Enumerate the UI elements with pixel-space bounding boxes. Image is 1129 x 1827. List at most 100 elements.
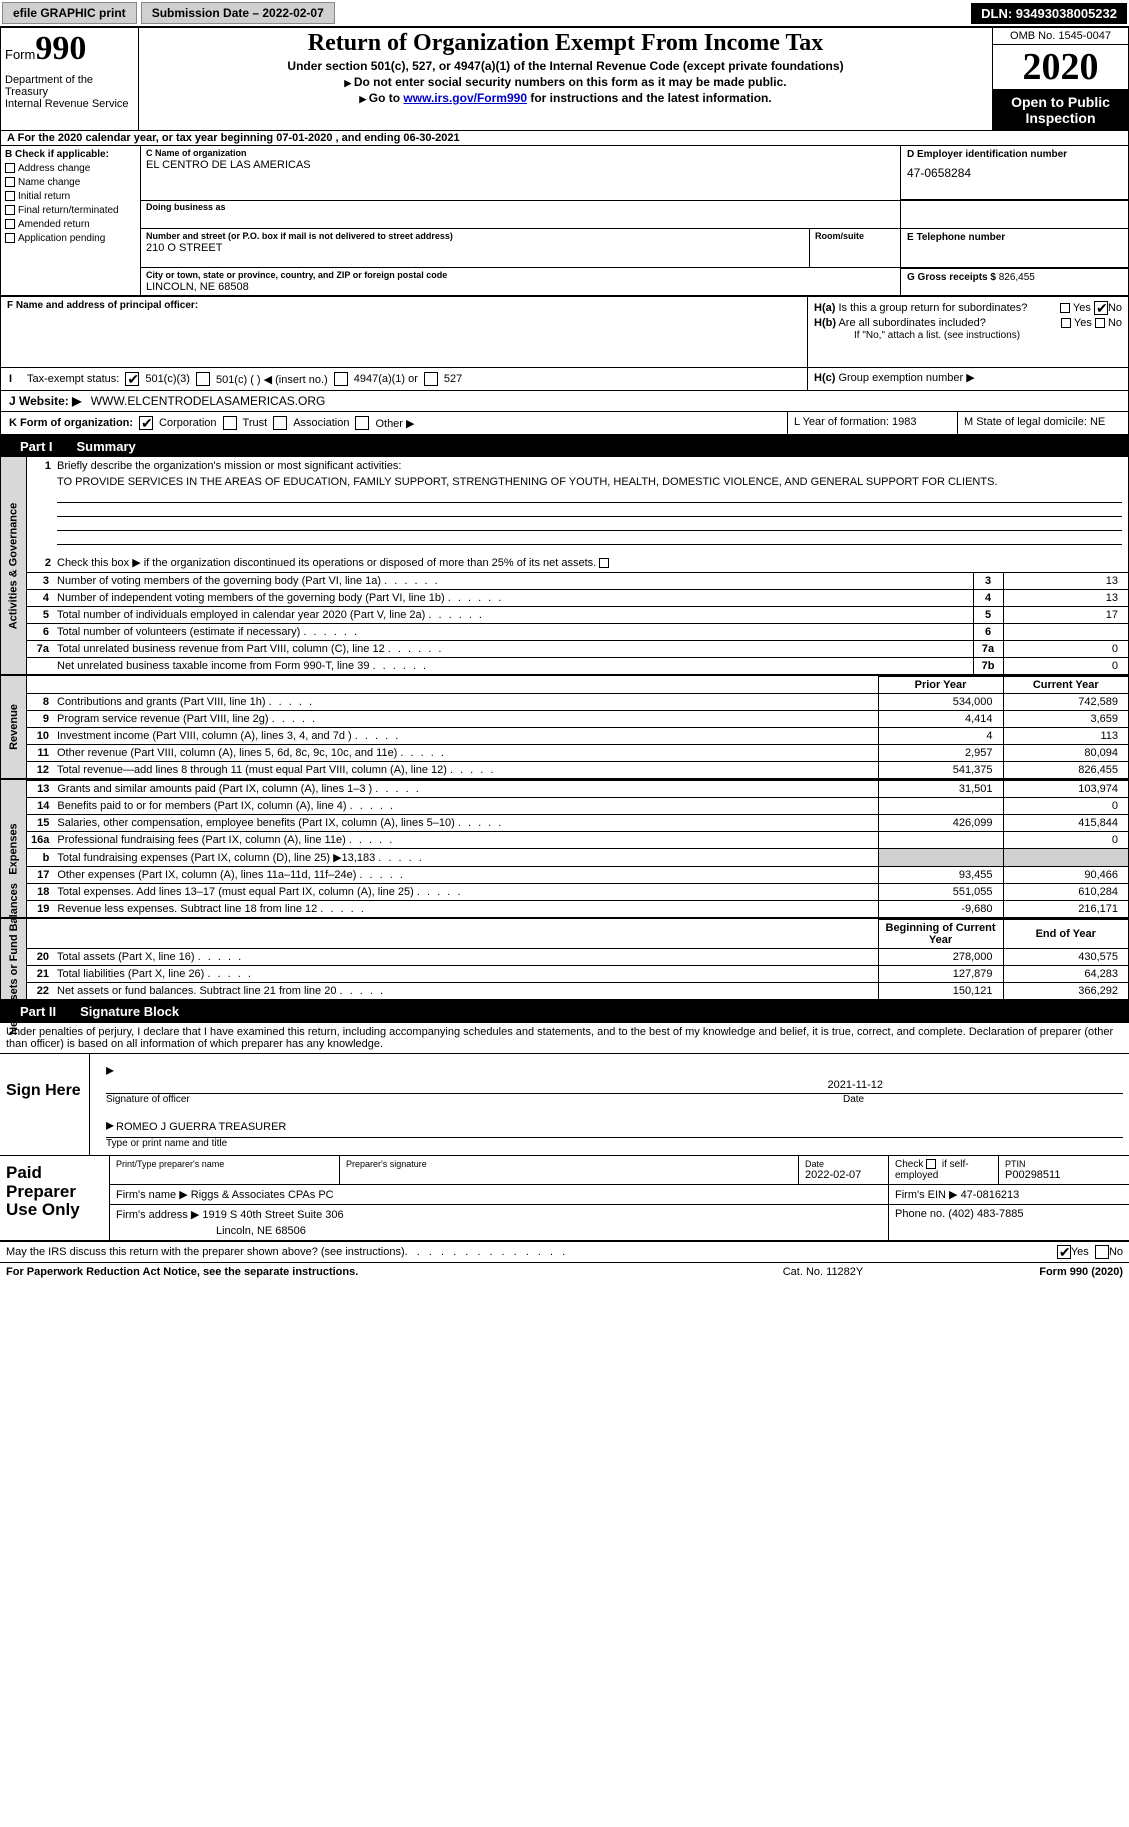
row-text: Net unrelated business taxable income fr… (53, 658, 973, 675)
chk-other[interactable] (355, 416, 369, 430)
chk-pending[interactable] (5, 233, 15, 243)
row-num: 10 (27, 728, 53, 745)
prior-val: 2,957 (878, 745, 1003, 762)
gross-receipts: 826,455 (999, 272, 1035, 283)
curr-val: 0 (1003, 798, 1128, 815)
ptin-lbl: PTIN (1005, 1159, 1123, 1169)
row-num: 8 (27, 694, 53, 711)
b-name: Name change (18, 177, 80, 188)
ha-no[interactable] (1094, 301, 1108, 315)
b-address: Address change (18, 163, 90, 174)
curr-val: 415,844 (1003, 815, 1128, 832)
curr-val: 103,974 (1003, 781, 1128, 798)
hdr-curr: Current Year (1003, 677, 1128, 694)
chk-final[interactable] (5, 205, 15, 215)
curr-val: 90,466 (1003, 867, 1128, 884)
chk-selfemp[interactable] (926, 1159, 936, 1169)
chk-amended[interactable] (5, 219, 15, 229)
hdr-prior: Beginning of Current Year (878, 920, 1003, 949)
row-a: A For the 2020 calendar year, or tax yea… (0, 131, 1129, 146)
chk-corp[interactable] (139, 416, 153, 430)
hb-no[interactable] (1095, 318, 1105, 328)
self-emp: Check if self-employed (895, 1159, 969, 1181)
part1-title: Summary (67, 437, 1129, 456)
no-txt2: No (1108, 317, 1122, 329)
omb-number: OMB No. 1545-0047 (993, 28, 1128, 45)
chk-501c3[interactable] (125, 372, 139, 386)
prior-val (878, 849, 1003, 867)
efile-button[interactable]: efile GRAPHIC print (2, 2, 137, 24)
form-number: 990 (35, 30, 86, 67)
row-text: Grants and similar amounts paid (Part IX… (53, 781, 878, 798)
form-title: Return of Organization Exempt From Incom… (145, 30, 986, 57)
form-subtitle: Under section 501(c), 527, or 4947(a)(1)… (145, 59, 986, 73)
instructions-link[interactable]: www.irs.gov/Form990 (403, 91, 527, 105)
ha-text: Is this a group return for subordinates? (838, 302, 1027, 314)
hdr-prior: Prior Year (878, 677, 1003, 694)
chk-initial[interactable] (5, 191, 15, 201)
row-num: 17 (27, 867, 53, 884)
side-governance: Activities & Governance (1, 457, 27, 674)
hb-yes[interactable] (1061, 318, 1071, 328)
chk-501c[interactable] (196, 372, 210, 386)
row-box: 5 (973, 607, 1003, 624)
prep-date: 2022-02-07 (805, 1169, 882, 1181)
chk-name[interactable] (5, 177, 15, 187)
curr-val: 80,094 (1003, 745, 1128, 762)
row-num: 21 (27, 966, 53, 983)
row-text: Professional fundraising fees (Part IX, … (53, 832, 878, 849)
row-val (1003, 624, 1128, 641)
chk-4947[interactable] (334, 372, 348, 386)
street-value: 210 O STREET (146, 241, 804, 254)
row-num (27, 658, 53, 675)
dln-label: DLN: 93493038005232 (971, 3, 1127, 24)
hb-label: H(b) (814, 317, 836, 329)
row-text: Total liabilities (Part X, line 26) . . … (53, 966, 878, 983)
ha-yes[interactable] (1060, 303, 1070, 313)
b-label: B Check if applicable: (5, 148, 136, 162)
b-amended: Amended return (18, 219, 90, 230)
curr-val: 742,589 (1003, 694, 1128, 711)
row-num: 6 (27, 624, 53, 641)
row-text: Revenue less expenses. Subtract line 18 … (53, 901, 878, 918)
row-box: 6 (973, 624, 1003, 641)
phone-val: (402) 483-7885 (948, 1208, 1023, 1220)
chk-discontinued[interactable] (599, 558, 609, 568)
row-num: 18 (27, 884, 53, 901)
firm-addr1: 1919 S 40th Street Suite 306 (202, 1209, 343, 1221)
prep-sig-lbl: Preparer's signature (346, 1159, 792, 1169)
row-text: Total assets (Part X, line 16) . . . . . (53, 949, 878, 966)
curr-val: 113 (1003, 728, 1128, 745)
uline2 (57, 503, 1122, 517)
row-num: 19 (27, 901, 53, 918)
row-text: Number of independent voting members of … (53, 590, 973, 607)
g-label: G Gross receipts $ (907, 272, 996, 283)
chk-527[interactable] (424, 372, 438, 386)
c-name-label: C Name of organization (146, 148, 895, 158)
city-label: City or town, state or province, country… (146, 270, 895, 280)
prior-val: 127,879 (878, 966, 1003, 983)
sig-officer-lbl: Signature of officer (106, 1094, 843, 1105)
row-box: 7b (973, 658, 1003, 675)
signature-intro: Under penalties of perjury, I declare th… (0, 1022, 1129, 1053)
curr-val: 3,659 (1003, 711, 1128, 728)
row-box: 4 (973, 590, 1003, 607)
note2-pre: Go to (369, 91, 404, 105)
firm-name: Riggs & Associates CPAs PC (191, 1189, 334, 1201)
form-note1: Do not enter social security numbers on … (145, 75, 986, 89)
prior-val: 426,099 (878, 815, 1003, 832)
chk-assoc[interactable] (273, 416, 287, 430)
row-text: Program service revenue (Part VIII, line… (53, 711, 878, 728)
row-num: 14 (27, 798, 53, 815)
curr-val: 216,171 (1003, 901, 1128, 918)
chk-trust[interactable] (223, 416, 237, 430)
org-name: EL CENTRO DE LAS AMERICAS (146, 158, 895, 171)
pra-notice: For Paperwork Reduction Act Notice, see … (6, 1266, 723, 1278)
chk-discuss-no[interactable] (1095, 1245, 1109, 1259)
firm-ein-lbl: Firm's EIN ▶ (895, 1189, 958, 1201)
sig-date-lbl: Date (843, 1094, 1123, 1105)
chk-discuss-yes[interactable] (1057, 1245, 1071, 1259)
curr-val: 64,283 (1003, 966, 1128, 983)
chk-address[interactable] (5, 163, 15, 173)
sig-date: 2021-11-12 (828, 1079, 883, 1091)
